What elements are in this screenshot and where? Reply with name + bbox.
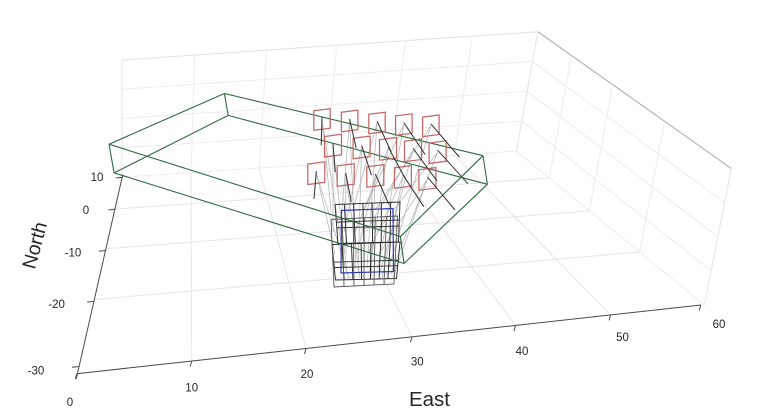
svg-text:20: 20: [301, 369, 314, 381]
svg-text:40: 40: [516, 346, 529, 358]
svg-text:East: East: [409, 388, 450, 411]
svg-text:-10: -10: [65, 248, 82, 260]
svg-text:0: 0: [67, 397, 73, 409]
svg-text:-20: -20: [48, 299, 65, 311]
svg-text:10: 10: [185, 383, 198, 395]
svg-text:10: 10: [91, 172, 104, 184]
svg-text:50: 50: [616, 332, 629, 344]
svg-text:0: 0: [83, 205, 89, 217]
svg-text:30: 30: [411, 357, 424, 369]
svg-text:60: 60: [713, 319, 726, 331]
svg-text:-30: -30: [28, 366, 45, 378]
